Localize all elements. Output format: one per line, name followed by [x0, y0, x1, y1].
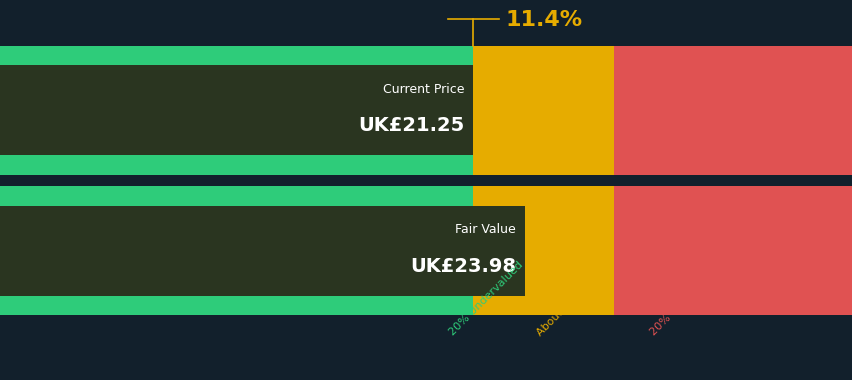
Text: 20% Overvalued: 20% Overvalued [648, 265, 720, 338]
Text: About Right: About Right [535, 284, 588, 338]
Bar [613, 186, 852, 315]
Bar [0, 46, 473, 175]
Bar [0, 186, 473, 315]
Text: 20% Undervalued: 20% Undervalued [447, 260, 525, 338]
Bar [473, 46, 613, 175]
Bar [473, 186, 613, 315]
Text: 11.4%: 11.4% [504, 10, 582, 30]
Text: Fair Value: Fair Value [455, 223, 515, 236]
Text: UK£23.98: UK£23.98 [410, 256, 515, 276]
Bar [613, 46, 852, 175]
Text: Current Price: Current Price [383, 83, 464, 96]
Bar [0, 206, 524, 296]
Text: UK£21.25: UK£21.25 [358, 116, 464, 135]
Text: Undervalued: Undervalued [504, 46, 583, 59]
Bar [0, 65, 473, 155]
